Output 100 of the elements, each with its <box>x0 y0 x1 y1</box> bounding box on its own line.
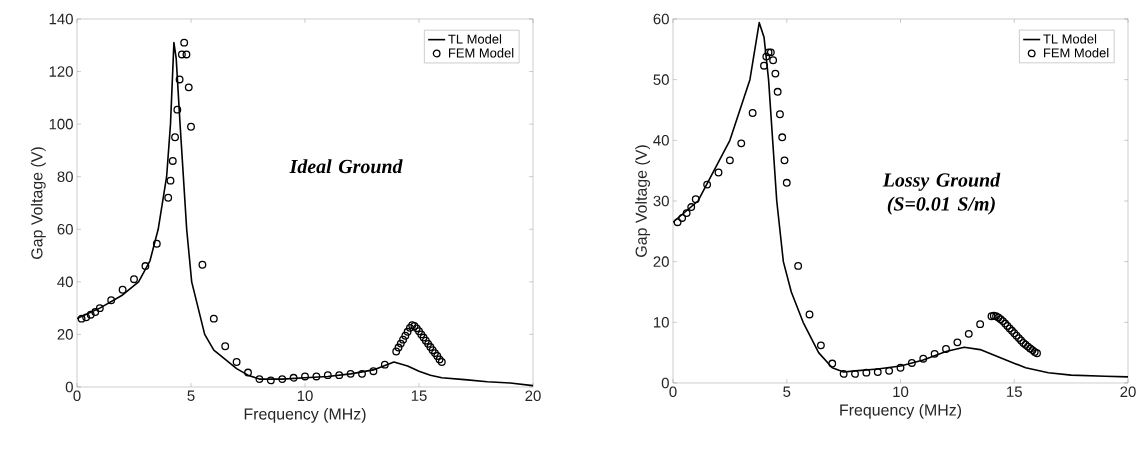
point <box>748 109 757 117</box>
point <box>805 310 814 319</box>
point <box>725 156 734 165</box>
point <box>771 69 780 78</box>
point <box>964 329 973 338</box>
point <box>919 354 928 363</box>
point <box>1003 322 1012 330</box>
point <box>778 133 787 142</box>
point <box>177 50 186 59</box>
x-axis-title: Frequency (MHz) <box>244 407 366 423</box>
point <box>209 314 218 323</box>
legend-label: FEM Model <box>449 48 514 58</box>
y-tick-label: 0 <box>661 377 669 389</box>
point <box>180 38 189 47</box>
y-tick-label: 30 <box>653 195 669 207</box>
point <box>678 214 687 222</box>
point <box>323 371 332 380</box>
point <box>780 156 789 165</box>
point <box>773 87 782 96</box>
point <box>1014 334 1023 343</box>
x-tick-label: 20 <box>525 390 541 402</box>
point <box>896 363 905 372</box>
point <box>244 368 252 377</box>
point <box>682 209 691 218</box>
x-tick-label: 15 <box>1007 386 1022 397</box>
point <box>221 342 230 351</box>
point <box>198 260 207 269</box>
point <box>401 331 410 340</box>
y-tick-label: 60 <box>57 223 73 235</box>
y-tick-label: 20 <box>57 329 73 340</box>
point <box>141 262 150 271</box>
point <box>851 369 859 378</box>
y-tick-label: 10 <box>654 317 669 328</box>
point <box>873 368 882 377</box>
point <box>232 358 241 366</box>
point <box>953 338 962 347</box>
point <box>782 178 791 187</box>
point <box>433 352 442 360</box>
point <box>1005 324 1014 333</box>
point <box>428 346 437 355</box>
point <box>769 56 778 65</box>
point <box>907 359 916 367</box>
y-tick-label: 60 <box>653 13 669 25</box>
point <box>187 122 195 131</box>
x-tick-label: 5 <box>187 390 195 401</box>
legend-label: TL Model <box>1043 34 1097 44</box>
point <box>358 369 366 378</box>
point <box>396 339 405 348</box>
point <box>164 193 173 202</box>
x-axis-title: Frequency (MHz) <box>840 403 962 419</box>
y-tick-label: 50 <box>653 74 669 85</box>
y-tick-label: 100 <box>49 118 73 130</box>
x-tick-label: 20 <box>1120 386 1136 398</box>
point <box>91 308 100 317</box>
point <box>794 261 803 270</box>
point <box>419 333 428 342</box>
point <box>346 369 355 378</box>
point <box>95 304 104 313</box>
point <box>1008 326 1016 335</box>
point <box>173 105 182 114</box>
point <box>255 375 264 384</box>
point <box>399 335 407 344</box>
x-tick-label: 10 <box>893 386 909 398</box>
point <box>816 341 825 350</box>
point <box>762 52 771 61</box>
point <box>930 349 939 358</box>
point <box>426 343 435 351</box>
y-tick-label: 40 <box>57 276 73 288</box>
point <box>691 195 700 204</box>
point <box>168 156 177 165</box>
point <box>278 375 287 384</box>
y-tick-label: 20 <box>653 256 669 267</box>
y-tick-label: 140 <box>49 13 73 25</box>
point <box>380 360 389 369</box>
point <box>130 275 138 284</box>
point <box>118 285 127 294</box>
legend-label: FEM Model <box>1044 47 1109 58</box>
point <box>166 176 175 185</box>
point <box>152 239 161 248</box>
point <box>862 368 871 377</box>
point <box>703 180 712 189</box>
point <box>976 320 985 329</box>
point <box>417 330 426 339</box>
point <box>714 168 723 177</box>
point <box>435 355 444 364</box>
point <box>737 139 746 148</box>
point <box>394 343 403 352</box>
point <box>437 358 446 366</box>
point <box>942 345 950 353</box>
point <box>775 110 784 119</box>
annotation: Lossy Ground (S=0.01 S/m) <box>882 172 1001 215</box>
point <box>312 372 321 381</box>
point <box>839 369 848 378</box>
point <box>431 349 439 358</box>
point <box>335 371 344 380</box>
point <box>107 296 116 305</box>
x-tick-label: 10 <box>297 390 313 402</box>
x-tick-label: 15 <box>411 390 427 401</box>
point <box>403 327 412 336</box>
point <box>82 313 91 322</box>
